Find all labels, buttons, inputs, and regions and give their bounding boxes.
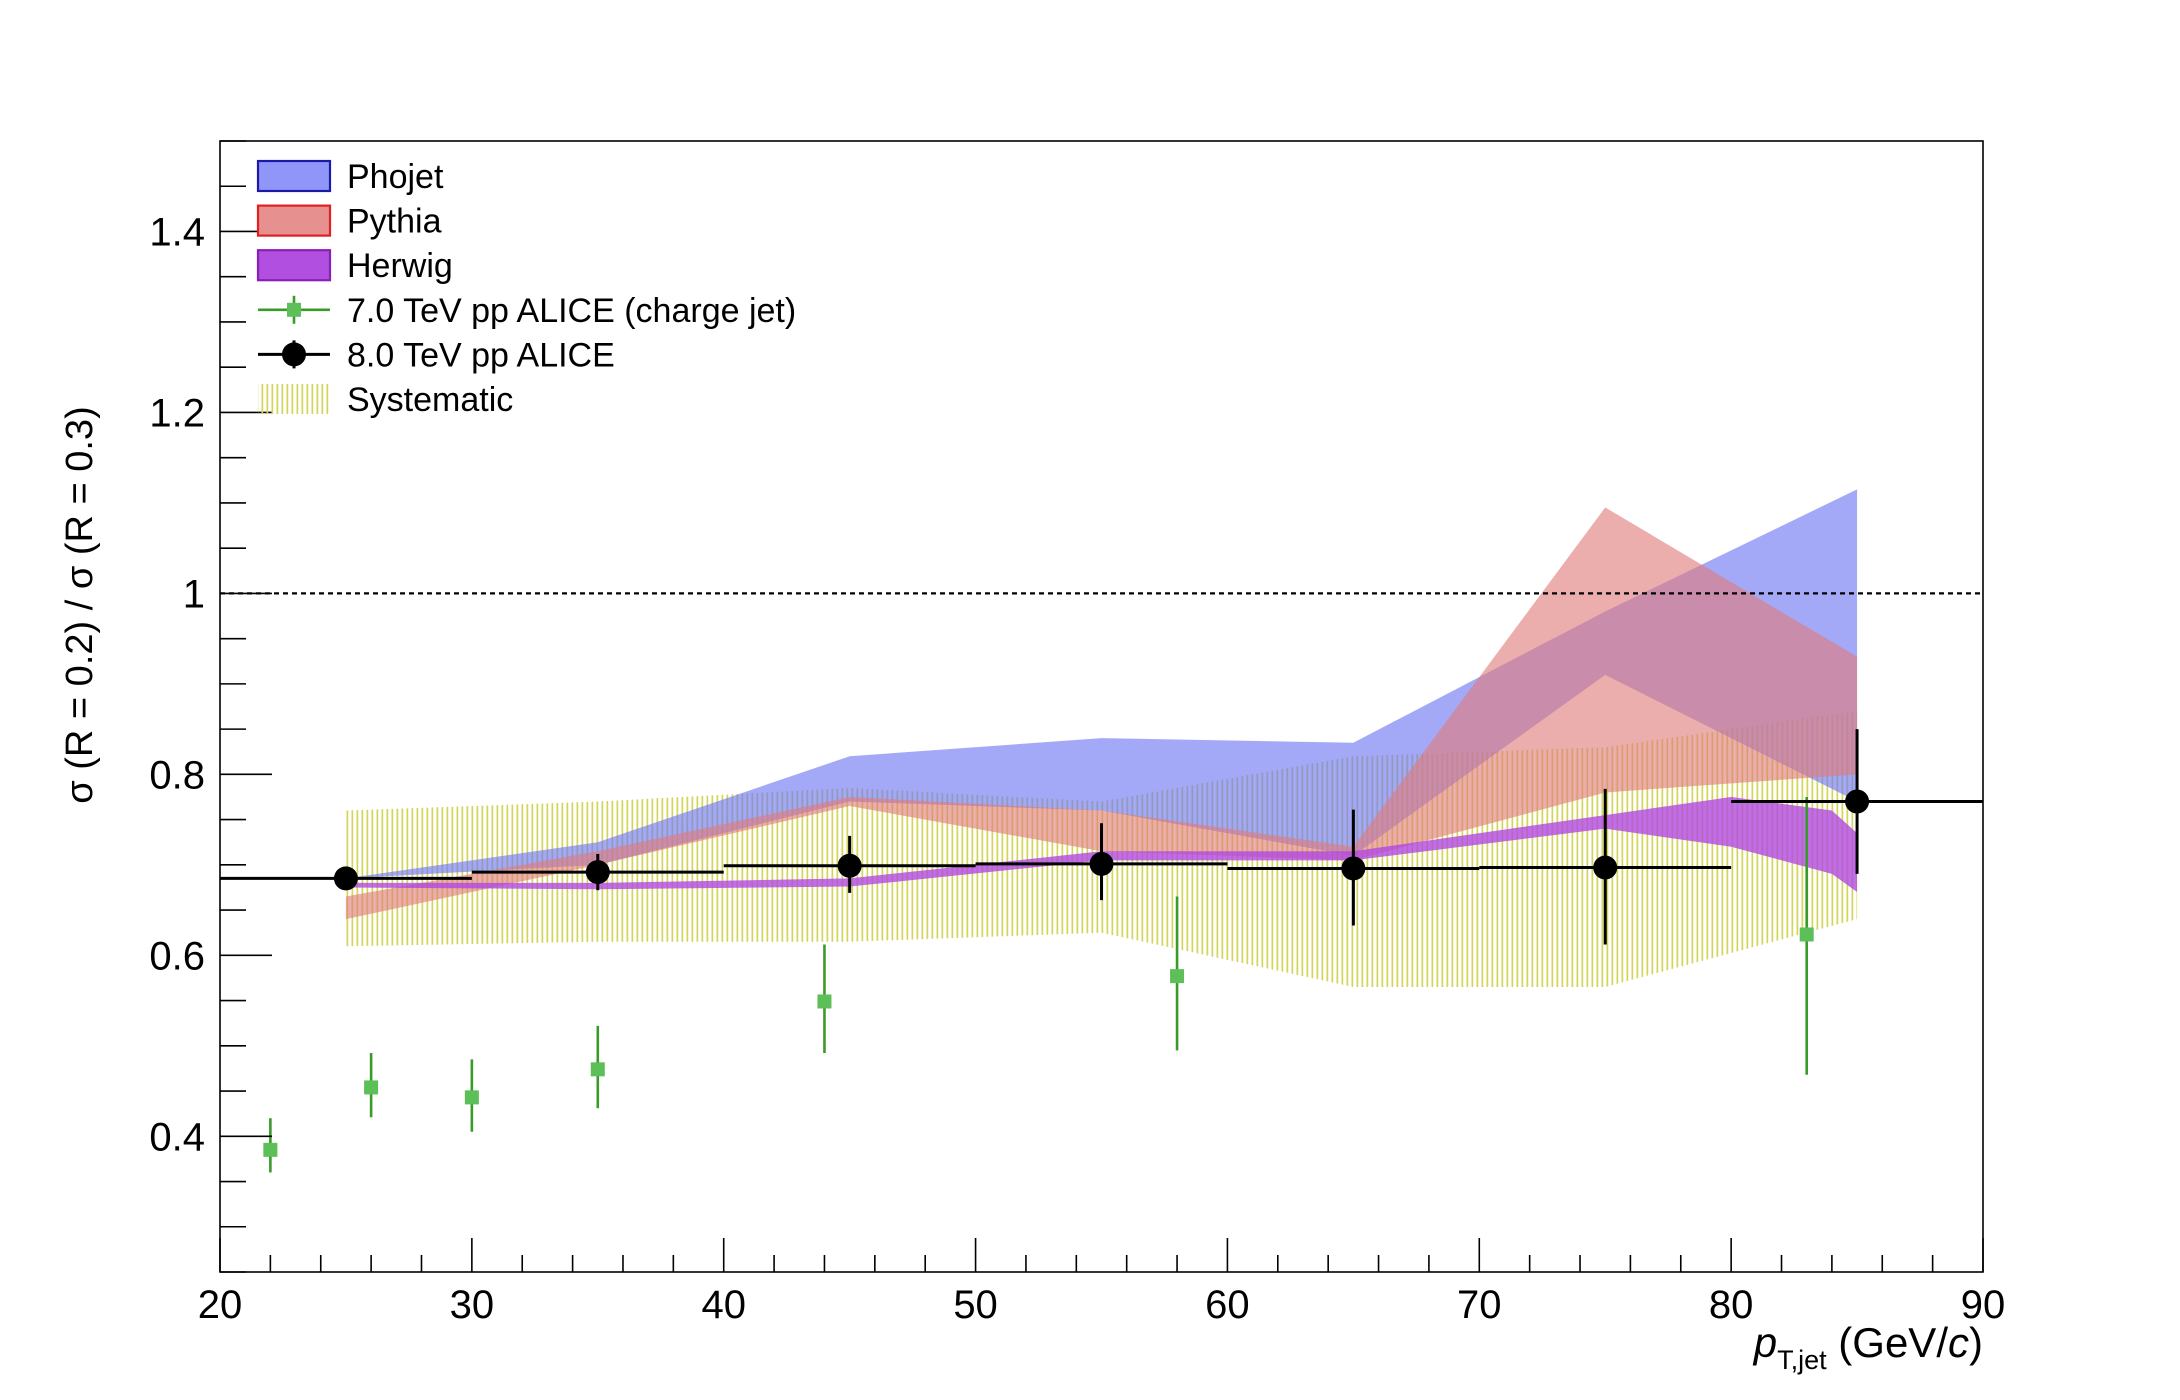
x-axis-label-subscript: T,jet bbox=[1777, 1345, 1827, 1375]
x-tick-label: 40 bbox=[701, 1283, 746, 1327]
x-tick-label: 50 bbox=[953, 1283, 998, 1327]
legend-label: Phojet bbox=[347, 158, 444, 196]
marker-8tev bbox=[1341, 856, 1366, 881]
x-tick-label: 60 bbox=[1205, 1283, 1250, 1327]
marker-8tev bbox=[1845, 789, 1870, 814]
legend-item-7-0-tev-pp-alice-charge-jet: 7.0 TeV pp ALICE (charge jet) bbox=[258, 292, 796, 330]
marker-8tev bbox=[1593, 855, 1618, 880]
x-tick-label: 30 bbox=[450, 1283, 495, 1327]
x-axis-label-unit-pre: (GeV/ bbox=[1827, 1319, 1949, 1366]
legend-swatch bbox=[256, 204, 332, 237]
marker-7tev bbox=[364, 1080, 379, 1095]
point-8tev bbox=[1479, 788, 1732, 945]
legend-swatch bbox=[258, 384, 330, 414]
point-8tev bbox=[220, 866, 472, 891]
x-tick-label: 20 bbox=[198, 1283, 243, 1327]
x-tick-label: 70 bbox=[1457, 1283, 1502, 1327]
marker-7tev bbox=[1170, 969, 1185, 984]
marker-7tev bbox=[817, 994, 832, 1009]
legend-swatch bbox=[256, 159, 332, 193]
marker-7tev bbox=[590, 1062, 605, 1077]
points-layer bbox=[220, 729, 1983, 1173]
legend-swatch bbox=[256, 249, 332, 282]
y-tick-label: 0.6 bbox=[149, 934, 205, 978]
legend-label: Herwig bbox=[347, 247, 453, 285]
y-tick-label: 1.2 bbox=[149, 391, 205, 435]
point-7tev bbox=[590, 1025, 605, 1109]
x-tick-label: 80 bbox=[1709, 1283, 1754, 1327]
y-tick-label: 1 bbox=[183, 572, 205, 616]
y-axis-label: σ (R = 0.2) / σ (R = 0.3) bbox=[59, 406, 101, 803]
legend-label: 7.0 TeV pp ALICE (charge jet) bbox=[347, 292, 796, 330]
point-7tev bbox=[1799, 796, 1814, 1075]
point-8tev bbox=[1731, 729, 1983, 874]
legend-item-8-0-tev-pp-alice: 8.0 TeV pp ALICE bbox=[258, 336, 615, 374]
y-tick-label: 1.4 bbox=[149, 210, 205, 254]
x-axis-label-unit-var: c bbox=[1948, 1319, 1969, 1366]
point-7tev bbox=[364, 1053, 379, 1118]
plot-frame bbox=[219, 140, 1984, 1273]
point-8tev bbox=[1227, 809, 1480, 926]
point-7tev bbox=[1170, 896, 1185, 1051]
legend-marker bbox=[287, 302, 301, 317]
marker-7tev bbox=[263, 1142, 278, 1157]
marker-8tev bbox=[333, 866, 358, 891]
legend: Phojet Pythia Herwig 7.0 TeV pp ALICE (char… bbox=[256, 158, 796, 419]
legend-label: 8.0 TeV pp ALICE bbox=[347, 336, 615, 374]
pythia-band bbox=[345, 507, 1858, 920]
x-axis-label-unit-post: ) bbox=[1969, 1319, 1983, 1366]
herwig-band bbox=[345, 796, 1858, 892]
point-7tev bbox=[464, 1059, 479, 1132]
point-7tev bbox=[263, 1118, 278, 1173]
point-8tev bbox=[471, 853, 724, 891]
bands-layer bbox=[345, 489, 1858, 987]
legend-item-phojet: Phojet bbox=[256, 158, 444, 196]
point-8tev bbox=[975, 823, 1228, 901]
legend-item-pythia: Pythia bbox=[256, 203, 442, 241]
marker-7tev bbox=[464, 1090, 479, 1105]
x-axis-label: pT,jet (GeV/c) bbox=[1752, 1319, 1983, 1375]
point-8tev bbox=[723, 835, 976, 893]
y-tick-label: 0.4 bbox=[149, 1115, 205, 1159]
legend-item-systematic: Systematic bbox=[258, 381, 513, 419]
legend-marker bbox=[282, 342, 306, 367]
axes-layer: 20 30 40 50 60 70 80 90 0.4 0.6 0.8 1 1.2 1.4 bbox=[149, 140, 2006, 1327]
x-axis-label-variable: p bbox=[1752, 1319, 1777, 1366]
marker-8tev bbox=[1089, 851, 1114, 876]
y-tick-label: 0.8 bbox=[149, 753, 205, 797]
legend-item-herwig: Herwig bbox=[256, 247, 453, 285]
x-tick-label: 90 bbox=[1961, 1283, 2006, 1327]
marker-7tev bbox=[1799, 927, 1814, 942]
legend-label: Pythia bbox=[347, 203, 442, 241]
legend-label: Systematic bbox=[347, 381, 513, 419]
point-7tev bbox=[817, 944, 832, 1054]
marker-8tev bbox=[585, 860, 610, 885]
marker-8tev bbox=[837, 853, 862, 878]
